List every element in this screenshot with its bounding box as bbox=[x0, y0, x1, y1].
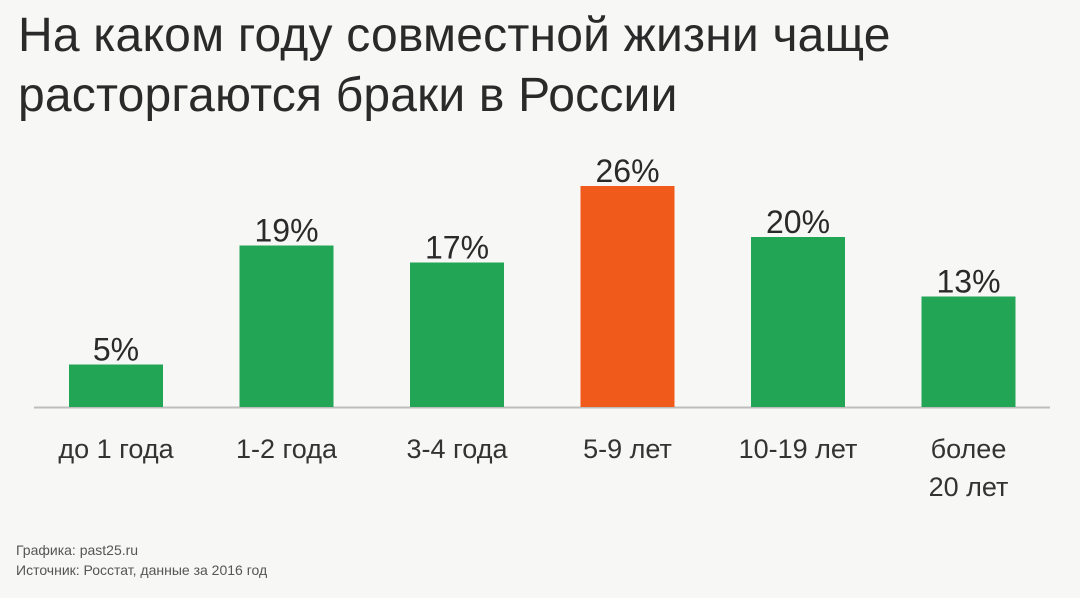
chart-title: На каком году совместной жизни чаще раст… bbox=[18, 6, 1058, 126]
value-label-6: 13% bbox=[936, 264, 1000, 300]
bar-3 bbox=[410, 262, 504, 407]
value-label-4: 26% bbox=[595, 153, 659, 189]
value-label-5: 20% bbox=[766, 204, 830, 240]
graphics-credit: Графика: past25.ru bbox=[16, 542, 139, 558]
chart-title-line-1: На каком году совместной жизни чаще bbox=[18, 9, 891, 62]
value-label-3: 17% bbox=[425, 230, 489, 266]
bar-5 bbox=[751, 237, 845, 407]
category-label-4: 5-9 лет bbox=[583, 434, 672, 464]
chart-footer: Графика: past25.ru Источник: Росстат, да… bbox=[16, 540, 267, 580]
category-label-3: 3-4 года bbox=[407, 434, 509, 464]
category-label-5: 10-19 лет bbox=[739, 434, 858, 464]
category-label-6-line-1: более bbox=[931, 434, 1007, 464]
value-label-2: 19% bbox=[254, 213, 318, 249]
bar-2 bbox=[239, 245, 334, 407]
category-label-6-line-2: 20 лет bbox=[929, 472, 1009, 502]
bar-1 bbox=[69, 364, 163, 407]
bar-4 bbox=[580, 186, 675, 407]
category-label-2: 1-2 года bbox=[236, 434, 338, 464]
chart-title-line-2: расторгаются браки в России bbox=[18, 69, 678, 122]
bar-6 bbox=[921, 296, 1016, 407]
source-note: Источник: Росстат, данные за 2016 год bbox=[16, 562, 268, 578]
category-label-1: до 1 года bbox=[58, 434, 174, 464]
value-label-1: 5% bbox=[93, 332, 139, 368]
